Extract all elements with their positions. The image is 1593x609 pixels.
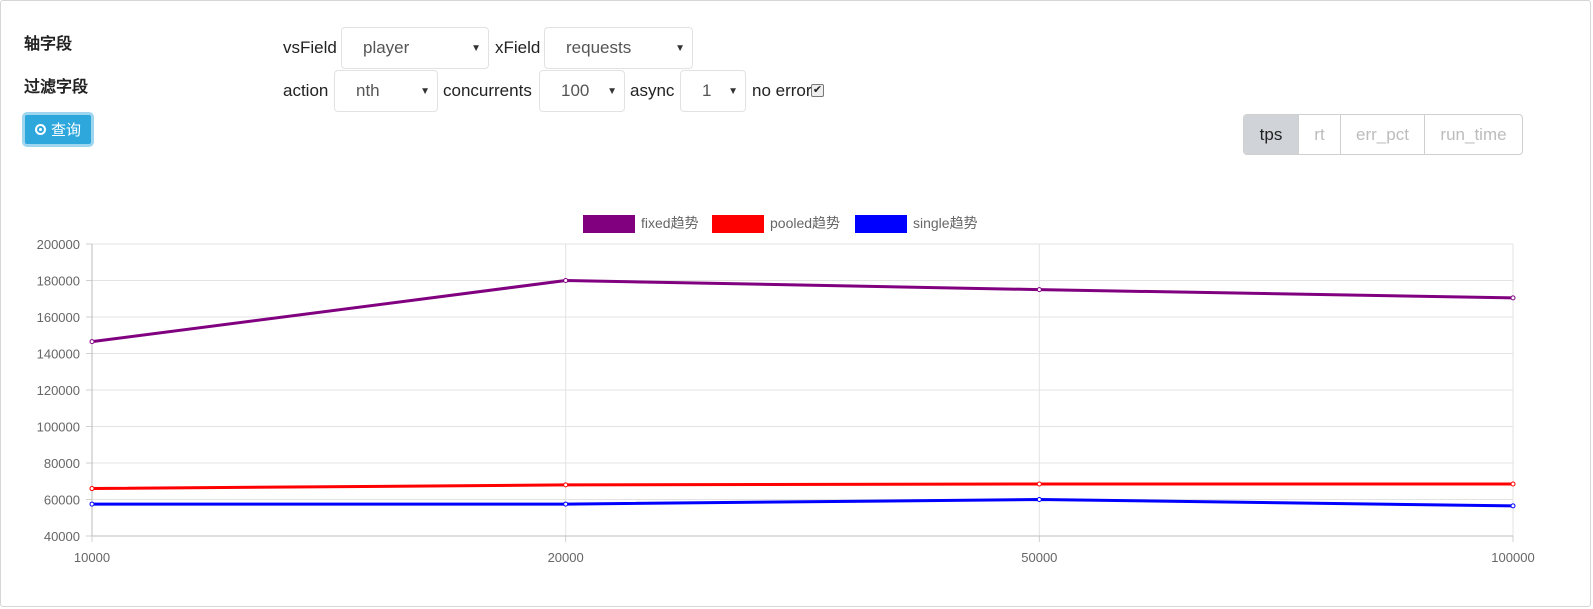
xfield-value: requests: [566, 38, 632, 57]
action-select[interactable]: nth ▼: [334, 70, 438, 112]
query-button[interactable]: 查询: [22, 112, 94, 147]
no-error-checkbox[interactable]: ✔: [811, 84, 824, 97]
vsfield-select[interactable]: player ▼: [341, 27, 489, 69]
filter-field-label: 过滤字段: [24, 79, 89, 96]
action-value: nth: [356, 81, 380, 100]
metric-tabs: tps rt err_pct run_time: [1243, 114, 1523, 155]
vsfield-label: vsField: [283, 38, 337, 57]
concurrents-value: 100: [561, 81, 590, 100]
chevron-down-icon: ▼: [675, 43, 685, 54]
radio-circle-icon: [34, 124, 46, 135]
tab-run-time[interactable]: run_time: [1440, 124, 1507, 144]
chevron-down-icon: ▼: [420, 86, 430, 97]
xfield-label: xField: [495, 38, 541, 57]
vsfield-value: player: [363, 38, 410, 57]
concurrents-select[interactable]: 100 ▼: [539, 70, 625, 112]
axis-field-label: 轴字段: [24, 36, 73, 53]
xfield-select[interactable]: requests ▼: [544, 27, 693, 69]
chevron-down-icon: ▼: [728, 86, 738, 97]
concurrents-label: concurrents: [443, 81, 532, 100]
chevron-down-icon: ▼: [607, 86, 617, 97]
action-label: action: [283, 81, 329, 100]
async-value: 1: [702, 81, 712, 100]
tab-err-pct[interactable]: err_pct: [1341, 115, 1425, 154]
async-label: async: [630, 81, 675, 100]
query-button-label: 查询: [50, 122, 81, 139]
tab-tps[interactable]: tps: [1244, 115, 1299, 154]
async-select[interactable]: 1 ▼: [680, 70, 746, 112]
chevron-down-icon: ▼: [471, 43, 481, 54]
no-error-label: no error: [752, 81, 812, 100]
tab-rt[interactable]: rt: [1299, 115, 1341, 154]
